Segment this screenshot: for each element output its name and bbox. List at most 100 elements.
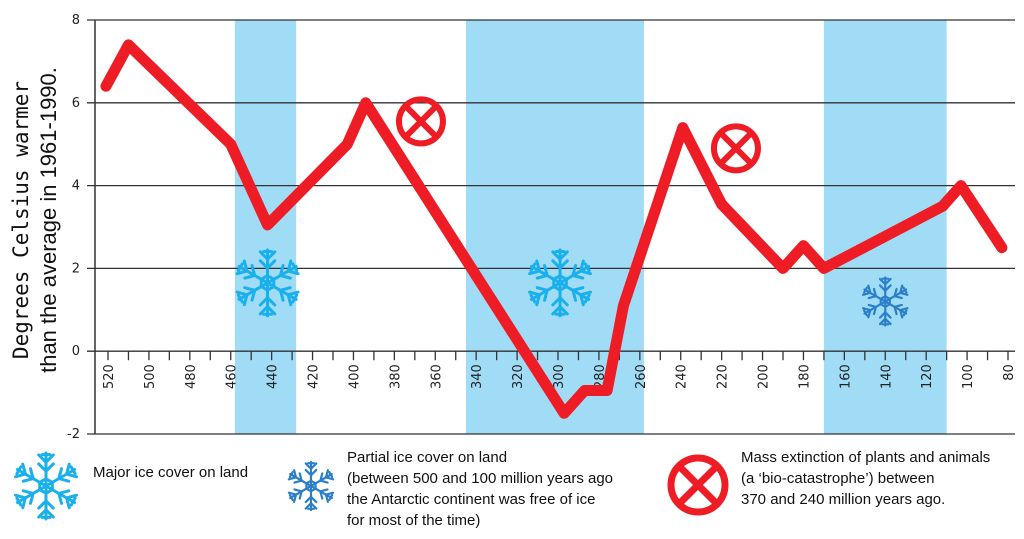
snowflake-arm [258, 248, 277, 285]
hexagon [552, 273, 568, 292]
y-tick-label: 6 [72, 96, 80, 111]
x-line [676, 463, 720, 507]
snowflake-arm [235, 281, 270, 307]
branch [528, 259, 542, 276]
legend-major-ice-icon [14, 451, 78, 521]
branch [304, 495, 318, 504]
branch [14, 493, 28, 510]
y-tick-label: 4 [72, 179, 80, 194]
x-tick-label: 160 [838, 364, 853, 389]
y-tick-label: 0 [72, 344, 80, 359]
branch [293, 488, 303, 500]
y-axis-label-line2: than the average in 1961-1990. [36, 67, 61, 373]
branch [243, 286, 257, 302]
legend-line: Partial ice cover on land [347, 449, 508, 466]
tip [583, 293, 591, 304]
x-tick-label: 380 [388, 364, 403, 389]
y-axis-label-line1: Degrees Celsius warmer [9, 81, 33, 359]
tip [15, 465, 23, 476]
branch [867, 287, 878, 300]
x-tick-label: 180 [797, 364, 812, 389]
tip [583, 262, 591, 273]
tip [288, 493, 294, 501]
snowflake-arm [551, 248, 569, 285]
snowflake-arm [884, 284, 909, 303]
circle [667, 454, 729, 516]
x-tick-label: 420 [307, 364, 322, 389]
temperature-line [100, 39, 1008, 419]
tip [236, 262, 244, 273]
branch [893, 287, 903, 300]
mass-extinction-icon [710, 123, 761, 174]
branch [535, 286, 550, 302]
tip [529, 262, 537, 273]
circle [710, 123, 761, 174]
branch [57, 467, 71, 483]
branch [235, 259, 249, 276]
snowflake-arm [884, 300, 909, 319]
branch [319, 472, 329, 484]
branch [287, 491, 298, 503]
legend-line: Mass extinction of plants and animals [741, 449, 991, 466]
y-tick-label: -2 [67, 427, 80, 442]
x-tick-label: 120 [920, 364, 935, 389]
x-tick-label: 320 [511, 364, 526, 389]
tip [288, 471, 294, 479]
mass-extinction-icon [395, 96, 446, 147]
snowflake-arm [287, 484, 313, 503]
legend-extinction-icon [667, 454, 729, 516]
legend-line: (a ‘bio-catastrophe’) between [741, 470, 935, 487]
tip [902, 286, 908, 294]
x-tick-label: 260 [634, 364, 649, 389]
ice-bands [234, 20, 947, 434]
branch [64, 493, 78, 510]
y-tick-label: 8 [72, 13, 80, 28]
branch [878, 317, 892, 326]
branch [324, 491, 335, 503]
snowflake-arm [44, 462, 78, 488]
branch [258, 259, 277, 271]
branch [14, 462, 28, 479]
x-tick-label: 240 [675, 364, 690, 389]
branch [551, 304, 569, 316]
branch [535, 264, 550, 280]
branch [551, 250, 569, 262]
branch [304, 462, 318, 471]
branch [898, 284, 909, 296]
hexagon [879, 294, 891, 309]
branch [893, 303, 903, 316]
legend-line: 370 and 240 million years ago. [741, 491, 946, 508]
legend-partial-ice-icon [287, 460, 335, 512]
branch [37, 462, 55, 474]
snowflake-arm [258, 281, 277, 318]
snowflake-arm [44, 484, 78, 510]
legend-line: (between 500 and 100 million years ago [347, 470, 614, 487]
branch [278, 286, 292, 302]
branch [37, 498, 55, 510]
snowflake-arm [878, 300, 892, 327]
x-tick-label: 140 [879, 364, 894, 389]
legend-extinction-label: Mass extinction of plants and animals (a… [741, 447, 990, 510]
tip [69, 465, 77, 476]
branch [867, 303, 878, 316]
branch [286, 290, 300, 307]
branch [324, 469, 335, 481]
x-tick-label: 480 [184, 364, 199, 389]
snowflake-arm [37, 484, 55, 521]
x-line [403, 103, 439, 139]
branch [862, 307, 872, 319]
x-tick-label: 80 [1002, 364, 1017, 381]
branch [571, 286, 585, 302]
tip [902, 309, 908, 317]
tip [862, 286, 869, 294]
branch [258, 250, 277, 262]
branch [304, 468, 318, 477]
chart-markers [235, 96, 909, 327]
snowflake-arm [558, 281, 593, 307]
snowflake-arm [304, 460, 318, 488]
snowflake-arm [304, 484, 318, 512]
x-tick-label: 200 [757, 364, 772, 389]
legend-line: for most of the time) [347, 512, 481, 529]
tip [862, 309, 869, 317]
